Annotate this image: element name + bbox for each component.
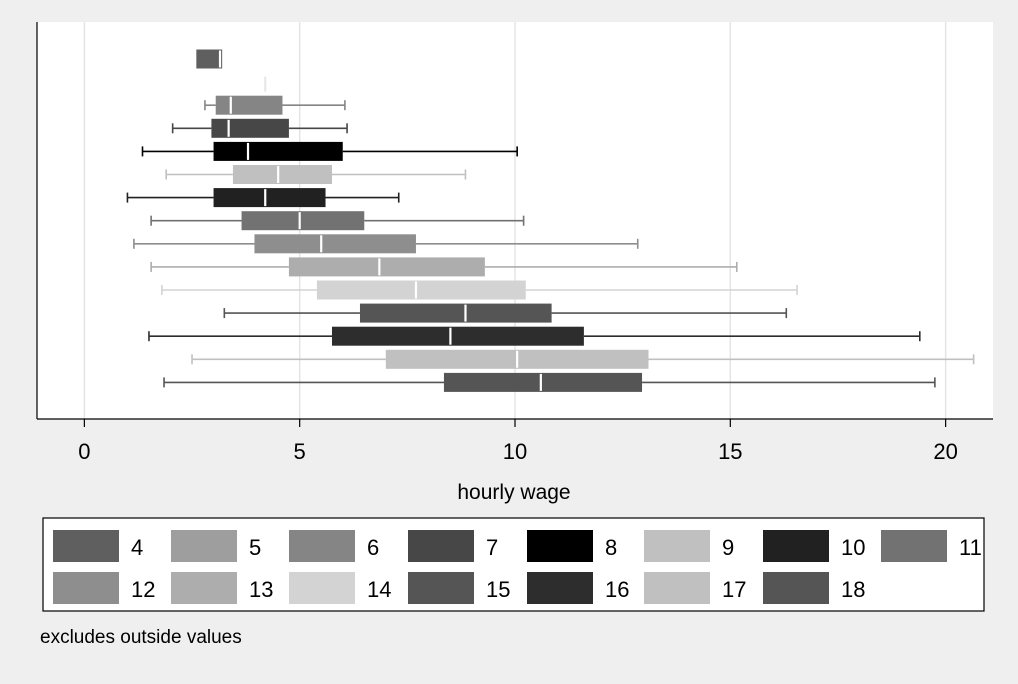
- x-axis-ticks: 0 5 10 15 20: [78, 419, 958, 464]
- legend-label: 7: [486, 535, 498, 560]
- legend-label: 15: [486, 577, 510, 602]
- legend-swatch: [408, 572, 474, 604]
- box-iqr: [359, 303, 552, 323]
- box-group-14: [161, 280, 798, 300]
- legend-label: 13: [249, 577, 273, 602]
- legend-item-4: 4: [53, 530, 143, 562]
- box-group-17: [191, 349, 975, 369]
- legend-item-14: 14: [289, 572, 391, 604]
- x-tick-label: 15: [718, 439, 742, 464]
- legend-swatch: [171, 530, 237, 562]
- x-tick-label: 5: [294, 439, 306, 464]
- legend-swatch: [644, 530, 710, 562]
- box-group-13: [150, 257, 738, 277]
- box-iqr: [232, 165, 332, 184]
- box-iqr: [215, 95, 283, 115]
- legend-swatch: [644, 572, 710, 604]
- box-group-18: [163, 372, 936, 392]
- box-iqr: [443, 372, 643, 392]
- box-group-8: [141, 141, 518, 161]
- legend-item-8: 8: [527, 530, 617, 562]
- legend-item-12: 12: [53, 572, 155, 604]
- legend-swatch: [881, 530, 947, 562]
- legend-label: 11: [959, 535, 982, 560]
- chart-note: excludes outside values: [40, 627, 242, 648]
- box-series: [126, 49, 975, 392]
- box-group-12: [133, 234, 639, 254]
- legend-label: 16: [605, 577, 629, 602]
- x-tick-label: 0: [78, 439, 90, 464]
- legend-item-13: 13: [171, 572, 273, 604]
- legend-swatch: [527, 530, 593, 562]
- legend-item-18: 18: [763, 572, 865, 604]
- box-iqr: [241, 211, 365, 231]
- box-iqr: [288, 257, 485, 277]
- legend-item-9: 9: [644, 530, 734, 562]
- legend-item-11: 11: [881, 530, 982, 562]
- legend-item-17: 17: [644, 572, 746, 604]
- x-tick-label: 20: [933, 439, 957, 464]
- box-iqr: [213, 141, 343, 161]
- legend-label: 12: [131, 577, 155, 602]
- box-group-11: [150, 211, 525, 231]
- legend-swatch: [289, 572, 355, 604]
- legend-swatch: [171, 572, 237, 604]
- legend-label: 10: [841, 535, 865, 560]
- box-group-16: [148, 326, 921, 346]
- box-iqr: [316, 280, 526, 300]
- legend-label: 14: [367, 577, 391, 602]
- legend-swatch: [763, 572, 829, 604]
- x-axis-title: hourly wage: [457, 481, 570, 504]
- box-iqr: [196, 49, 223, 69]
- box-group-10: [126, 188, 400, 208]
- legend-swatch: [408, 530, 474, 562]
- legend: 4 5 6 7 8 9 10 11 12 13 14 15 16 17 18: [53, 530, 982, 604]
- legend-swatch: [527, 572, 593, 604]
- legend-swatch: [763, 530, 829, 562]
- legend-swatch: [53, 572, 119, 604]
- legend-item-6: 6: [289, 530, 379, 562]
- legend-swatch: [289, 530, 355, 562]
- legend-label: 8: [605, 535, 617, 560]
- box-group-7: [171, 118, 348, 138]
- box-group-15: [223, 303, 788, 323]
- legend-item-5: 5: [171, 530, 261, 562]
- legend-item-15: 15: [408, 572, 510, 604]
- legend-item-7: 7: [408, 530, 498, 562]
- box-iqr: [211, 118, 289, 138]
- legend-item-16: 16: [527, 572, 629, 604]
- legend-item-10: 10: [763, 530, 865, 562]
- legend-label: 6: [367, 535, 379, 560]
- legend-label: 4: [131, 535, 143, 560]
- box-group-4: [196, 49, 223, 69]
- box-iqr: [331, 326, 584, 346]
- legend-swatch: [53, 530, 119, 562]
- legend-label: 9: [722, 535, 734, 560]
- legend-label: 5: [249, 535, 261, 560]
- box-group-6: [204, 95, 346, 115]
- box-iqr: [254, 234, 416, 254]
- legend-label: 18: [841, 577, 865, 602]
- x-tick-label: 10: [503, 439, 527, 464]
- box-iqr: [213, 188, 326, 208]
- box-group-9: [165, 165, 467, 184]
- legend-label: 17: [722, 577, 746, 602]
